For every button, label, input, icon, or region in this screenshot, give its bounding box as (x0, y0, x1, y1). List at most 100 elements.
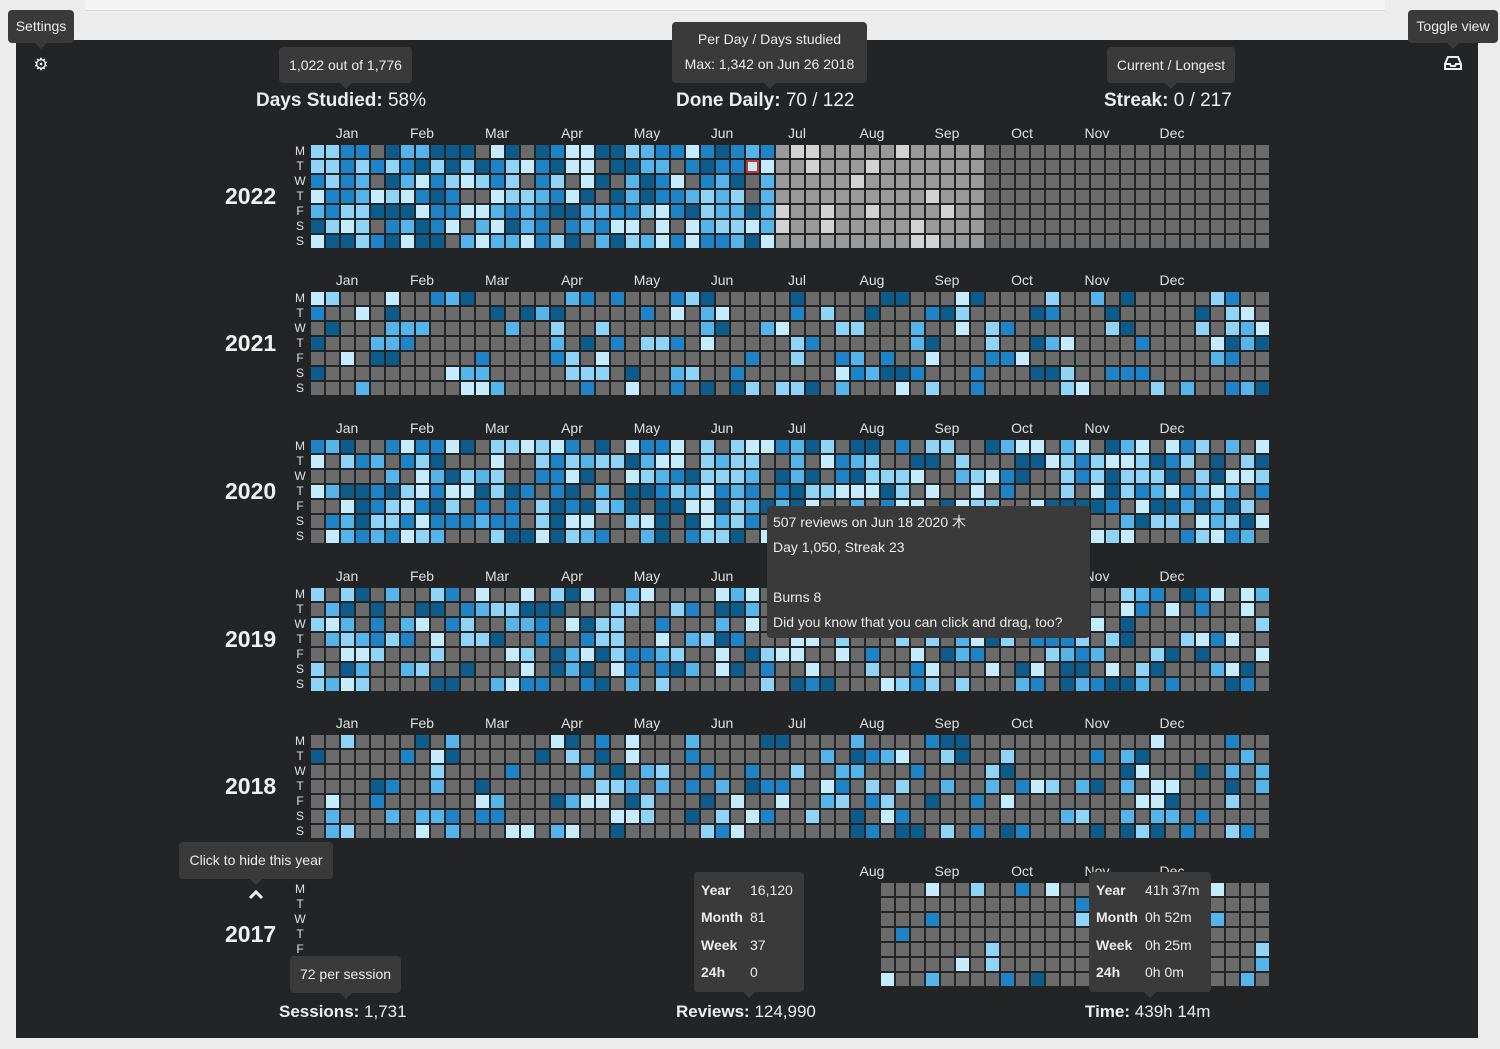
day-cell[interactable] (311, 352, 324, 365)
day-cell[interactable] (1211, 235, 1224, 248)
day-cell[interactable] (761, 735, 774, 748)
day-cell[interactable] (446, 367, 459, 380)
day-cell[interactable] (596, 663, 609, 676)
day-cell[interactable] (1031, 352, 1044, 365)
day-cell[interactable] (851, 678, 864, 691)
day-cell[interactable] (986, 292, 999, 305)
day-cell[interactable] (371, 618, 384, 631)
day-cell[interactable] (1121, 765, 1134, 778)
day-cell[interactable] (746, 205, 759, 218)
day-cell[interactable] (806, 440, 819, 453)
day-cell[interactable] (1166, 292, 1179, 305)
day-cell[interactable] (581, 735, 594, 748)
day-cell[interactable] (356, 292, 369, 305)
day-cell[interactable] (416, 810, 429, 823)
day-cell[interactable] (821, 663, 834, 676)
day-cell[interactable] (806, 322, 819, 335)
day-cell[interactable] (1016, 190, 1029, 203)
day-cell[interactable] (656, 235, 669, 248)
day-cell[interactable] (386, 633, 399, 646)
day-cell[interactable] (1211, 588, 1224, 601)
day-cell[interactable] (671, 735, 684, 748)
day-cell[interactable] (401, 160, 414, 173)
day-cell[interactable] (386, 145, 399, 158)
day-cell[interactable] (806, 337, 819, 350)
day-cell[interactable] (1076, 958, 1089, 971)
day-cell[interactable] (401, 825, 414, 838)
day-cell[interactable] (881, 470, 894, 483)
day-cell[interactable] (1196, 810, 1209, 823)
day-cell[interactable] (1136, 220, 1149, 233)
day-cell[interactable] (386, 530, 399, 543)
day-cell[interactable] (506, 515, 519, 528)
day-cell[interactable] (536, 235, 549, 248)
day-cell[interactable] (986, 678, 999, 691)
day-cell[interactable] (1106, 352, 1119, 365)
day-cell[interactable] (386, 588, 399, 601)
day-cell[interactable] (1121, 322, 1134, 335)
day-cell[interactable] (1136, 382, 1149, 395)
day-cell[interactable] (521, 780, 534, 793)
day-cell[interactable] (866, 750, 879, 763)
day-cell[interactable] (1106, 515, 1119, 528)
day-cell[interactable] (506, 470, 519, 483)
day-cell[interactable] (1106, 825, 1119, 838)
day-cell[interactable] (1211, 780, 1224, 793)
year-label[interactable]: 2018 (225, 773, 277, 799)
time-stat[interactable]: Time: 439h 14m (1085, 1002, 1210, 1022)
day-cell[interactable] (326, 618, 339, 631)
day-cell[interactable] (1196, 205, 1209, 218)
day-cell[interactable] (431, 810, 444, 823)
day-cell[interactable] (1226, 765, 1239, 778)
day-cell[interactable] (1151, 633, 1164, 646)
day-cell[interactable] (521, 750, 534, 763)
day-cell[interactable] (1181, 633, 1194, 646)
day-cell[interactable] (416, 588, 429, 601)
day-cell[interactable] (446, 440, 459, 453)
day-cell[interactable] (716, 648, 729, 661)
day-cell[interactable] (536, 145, 549, 158)
day-cell[interactable] (1091, 500, 1104, 513)
day-cell[interactable] (311, 175, 324, 188)
day-cell[interactable] (596, 382, 609, 395)
day-cell[interactable] (956, 973, 969, 986)
day-cell[interactable] (656, 352, 669, 365)
day-cell[interactable] (1076, 825, 1089, 838)
day-cell[interactable] (911, 735, 924, 748)
day-cell[interactable] (1211, 205, 1224, 218)
day-cell[interactable] (1031, 810, 1044, 823)
day-cell[interactable] (956, 292, 969, 305)
day-cell[interactable] (1136, 780, 1149, 793)
day-cell[interactable] (1091, 750, 1104, 763)
day-cell[interactable] (986, 440, 999, 453)
day-cell[interactable] (1031, 367, 1044, 380)
day-cell[interactable] (521, 515, 534, 528)
day-cell[interactable] (476, 382, 489, 395)
day-cell[interactable] (446, 780, 459, 793)
day-cell[interactable] (521, 145, 534, 158)
day-cell[interactable] (1181, 175, 1194, 188)
day-cell[interactable] (1016, 352, 1029, 365)
day-cell[interactable] (1046, 750, 1059, 763)
day-cell[interactable] (911, 958, 924, 971)
day-cell[interactable] (611, 145, 624, 158)
day-cell[interactable] (686, 307, 699, 320)
day-cell[interactable] (551, 750, 564, 763)
day-cell[interactable] (611, 648, 624, 661)
day-cell[interactable] (1181, 292, 1194, 305)
day-cell[interactable] (836, 190, 849, 203)
day-cell[interactable] (416, 382, 429, 395)
day-cell[interactable] (641, 588, 654, 601)
day-cell[interactable] (461, 825, 474, 838)
day-cell[interactable] (971, 292, 984, 305)
day-cell[interactable] (416, 235, 429, 248)
day-cell[interactable] (566, 470, 579, 483)
day-cell[interactable] (491, 292, 504, 305)
day-cell[interactable] (311, 205, 324, 218)
day-cell[interactable] (626, 485, 639, 498)
day-cell[interactable] (911, 235, 924, 248)
day-cell[interactable] (656, 337, 669, 350)
day-cell[interactable] (701, 485, 714, 498)
day-cell[interactable] (1196, 455, 1209, 468)
day-cell[interactable] (1076, 750, 1089, 763)
